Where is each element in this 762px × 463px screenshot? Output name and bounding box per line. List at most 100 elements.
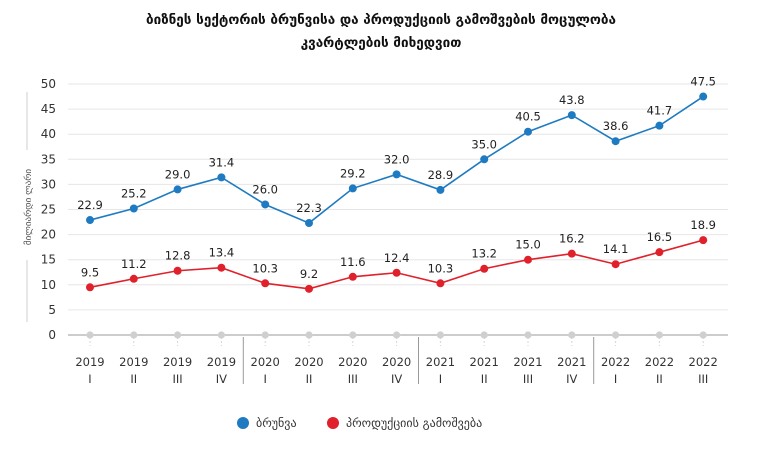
data-point (173, 266, 182, 275)
legend-label: პროდუქციის გამოშვება (346, 416, 482, 430)
data-point (305, 219, 313, 228)
x-tick-quarter: II (130, 372, 137, 386)
x-baseline-marker (130, 331, 138, 339)
data-label: 18.9 (690, 218, 716, 232)
y-tick-label: 50 (41, 77, 56, 91)
x-baseline-marker (524, 331, 532, 339)
x-tick-year: 2021 (470, 355, 499, 369)
grid (68, 83, 728, 336)
data-label: 11.6 (340, 255, 366, 269)
x-tick-quarter: IV (216, 372, 227, 386)
data-point (217, 263, 226, 272)
x-tick-quarter: I (439, 372, 442, 386)
data-point (348, 184, 357, 193)
data-point (524, 255, 532, 264)
x-tick-quarter: IV (566, 372, 577, 386)
series-group: 22.9 25.2 29.0 31.4 26.0 22.3 29.2 32.0 28.9 35.0… (77, 75, 716, 293)
x-tick-quarter: I (263, 372, 266, 386)
data-point (217, 173, 226, 182)
legend: ბრუნვა პროდუქციის გამოშვება (237, 416, 482, 430)
y-axis-label: მილიარდი ლარი (23, 169, 34, 246)
x-tick-year: 2020 (251, 355, 280, 369)
x-baseline-marker (480, 331, 488, 339)
x-tick-year: 2019 (207, 355, 236, 369)
x-tick-quarter: IV (391, 372, 402, 386)
data-point (480, 155, 489, 164)
data-point (129, 274, 138, 283)
data-label: 38.6 (603, 119, 629, 133)
y-tick-label: 15 (41, 253, 56, 267)
x-tick-year: 2019 (75, 355, 104, 369)
x-baseline-marker (349, 331, 357, 339)
data-label: 13.2 (471, 247, 497, 261)
data-point (655, 121, 664, 130)
x-baseline-marker (612, 331, 620, 339)
x-baseline-marker (436, 331, 444, 339)
data-label: 11.2 (121, 257, 147, 271)
y-tick-label: 20 (41, 228, 56, 242)
y-tick-label: 40 (41, 127, 56, 141)
x-baseline-marker (174, 331, 182, 339)
chart-title-line1: ბიზნეს სექტორის ბრუნვისა და პროდუქციის გ… (146, 12, 616, 28)
x-tick-quarter: II (306, 372, 313, 386)
x-tick-year: 2022 (645, 355, 674, 369)
x-baseline-marker (655, 331, 664, 339)
data-point (392, 268, 401, 277)
data-label: 43.8 (559, 93, 585, 107)
x-tick-year: 2022 (601, 355, 630, 369)
data-point (436, 185, 445, 194)
x-baseline-marker (699, 331, 707, 339)
x-tick-year: 2020 (338, 355, 367, 369)
x-baseline-marker (305, 331, 313, 339)
data-point (436, 279, 445, 288)
y-tick-label: 35 (41, 152, 56, 166)
x-baseline-marker (86, 331, 94, 339)
x-tick-year: 2019 (119, 355, 148, 369)
data-label: 15.0 (515, 238, 541, 252)
x-baseline-marker (217, 331, 225, 339)
x-baseline-marker (393, 331, 401, 339)
data-label: 9.5 (81, 265, 99, 279)
data-point (524, 127, 532, 136)
data-label: 29.0 (165, 167, 191, 181)
y-axis: 0 5 10 15 20 25 30 35 40 45 50 (41, 77, 56, 342)
y-tick-label: 45 (41, 102, 56, 116)
data-point (173, 185, 182, 194)
data-point (611, 260, 620, 269)
x-tick-quarter: III (348, 372, 358, 386)
data-label: 29.2 (340, 166, 366, 180)
data-label: 41.7 (647, 104, 673, 118)
y-tick-label: 10 (41, 278, 56, 292)
x-tick-year: 2020 (294, 355, 323, 369)
x-tick-year: 2021 (557, 355, 586, 369)
data-label: 16.2 (559, 232, 585, 246)
y-tick-label: 0 (48, 328, 56, 342)
x-tick-year: 2021 (426, 355, 455, 369)
data-point (655, 248, 664, 257)
data-point (567, 111, 576, 120)
data-label: 26.0 (252, 182, 278, 196)
legend-label: ბრუნვა (256, 416, 297, 430)
x-tick-quarter: III (523, 372, 533, 386)
data-label: 32.0 (384, 152, 410, 166)
data-point (305, 284, 313, 293)
data-label: 35.0 (471, 137, 497, 151)
data-label: 28.9 (428, 168, 454, 182)
data-point (699, 92, 708, 101)
y-tick-label: 25 (41, 203, 56, 217)
data-label: 13.4 (209, 246, 235, 260)
chart-title-line2: კვარტლების მიხედვით (301, 35, 462, 51)
y-tick-label: 30 (41, 177, 56, 191)
x-tick-quarter: II (656, 372, 663, 386)
data-point (392, 170, 401, 179)
y-tick-label: 5 (48, 303, 56, 317)
data-label: 31.4 (209, 155, 235, 169)
data-label: 10.3 (428, 261, 454, 275)
data-point (611, 137, 620, 146)
data-label: 40.5 (515, 110, 541, 124)
data-label: 10.3 (252, 261, 278, 275)
x-baseline-marker (568, 331, 576, 339)
data-label: 22.3 (296, 201, 322, 215)
data-label: 12.4 (384, 251, 410, 265)
x-tick-quarter: I (614, 372, 617, 386)
